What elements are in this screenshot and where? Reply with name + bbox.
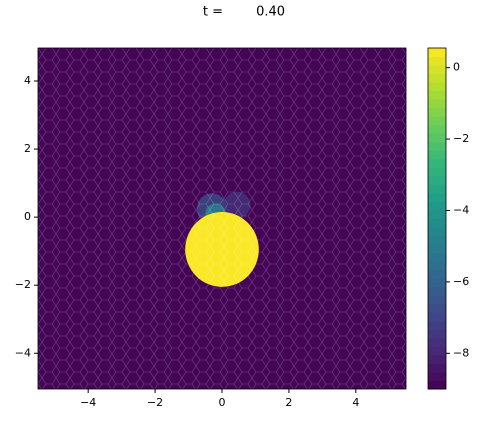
y-tick-label: 2 bbox=[24, 142, 31, 155]
colorbar-band bbox=[428, 158, 446, 168]
colorbar-band bbox=[428, 99, 446, 109]
x-tick-label: 0 bbox=[219, 396, 226, 409]
colorbar-band bbox=[428, 380, 446, 390]
colorbar-band bbox=[428, 227, 446, 237]
colorbar-band bbox=[428, 141, 446, 151]
colorbar-tick-label: −8 bbox=[453, 346, 469, 359]
colorbar-band bbox=[428, 295, 446, 305]
colorbar-frame bbox=[427, 47, 447, 390]
colorbar-band bbox=[428, 303, 446, 313]
y-tick-label: −2 bbox=[15, 278, 31, 291]
x-tick-label: −4 bbox=[80, 396, 96, 409]
x-tick-label: −2 bbox=[147, 396, 163, 409]
colorbar-band bbox=[428, 252, 446, 262]
colorbar-tick-label: −6 bbox=[453, 275, 469, 288]
colorbar-band bbox=[428, 201, 446, 211]
y-tick-label: −4 bbox=[15, 346, 31, 359]
colorbar-band bbox=[428, 48, 446, 58]
colorbar-band bbox=[428, 116, 446, 126]
colorbar-band bbox=[428, 312, 446, 322]
colorbar-band bbox=[428, 107, 446, 117]
colorbar-band bbox=[428, 124, 446, 134]
chart-title: t = 0.40 bbox=[203, 5, 285, 20]
colorbar-band bbox=[428, 346, 446, 356]
colorbar-band bbox=[428, 235, 446, 245]
colorbar-band bbox=[428, 82, 446, 92]
colorbar-band bbox=[428, 192, 446, 202]
colorbar-band bbox=[428, 244, 446, 254]
colorbar-band bbox=[428, 354, 446, 364]
colorbar-band bbox=[428, 184, 446, 194]
mesh-overlay bbox=[38, 48, 406, 389]
colorbar-band bbox=[428, 371, 446, 381]
plot-area bbox=[38, 48, 406, 389]
colorbar-tick-label: −2 bbox=[453, 132, 469, 145]
colorbar-band bbox=[428, 218, 446, 228]
colorbar-band bbox=[428, 150, 446, 160]
colorbar-band bbox=[428, 269, 446, 279]
colorbar-band bbox=[428, 320, 446, 330]
colorbar-band bbox=[428, 337, 446, 347]
colorbar-band bbox=[428, 286, 446, 296]
colorbar-tick-label: −4 bbox=[453, 203, 469, 216]
y-tick-label: 0 bbox=[24, 210, 31, 223]
y-tick-label: 4 bbox=[24, 74, 31, 87]
colorbar-band bbox=[428, 56, 446, 66]
colorbar-band bbox=[428, 133, 446, 143]
colorbar-tick-label: 0 bbox=[453, 61, 460, 74]
colorbar-band bbox=[428, 278, 446, 288]
x-tick-label: 2 bbox=[285, 396, 292, 409]
colorbar-band bbox=[428, 73, 446, 83]
x-tick-label: 4 bbox=[352, 396, 359, 409]
colorbar-band bbox=[428, 90, 446, 100]
colorbar-band bbox=[428, 261, 446, 271]
colorbar-band bbox=[428, 167, 446, 177]
colorbar-band bbox=[428, 363, 446, 373]
colorbar-band bbox=[428, 209, 446, 219]
colorbar-band bbox=[428, 65, 446, 75]
colorbar-band bbox=[428, 329, 446, 339]
colorbar-band bbox=[428, 175, 446, 185]
